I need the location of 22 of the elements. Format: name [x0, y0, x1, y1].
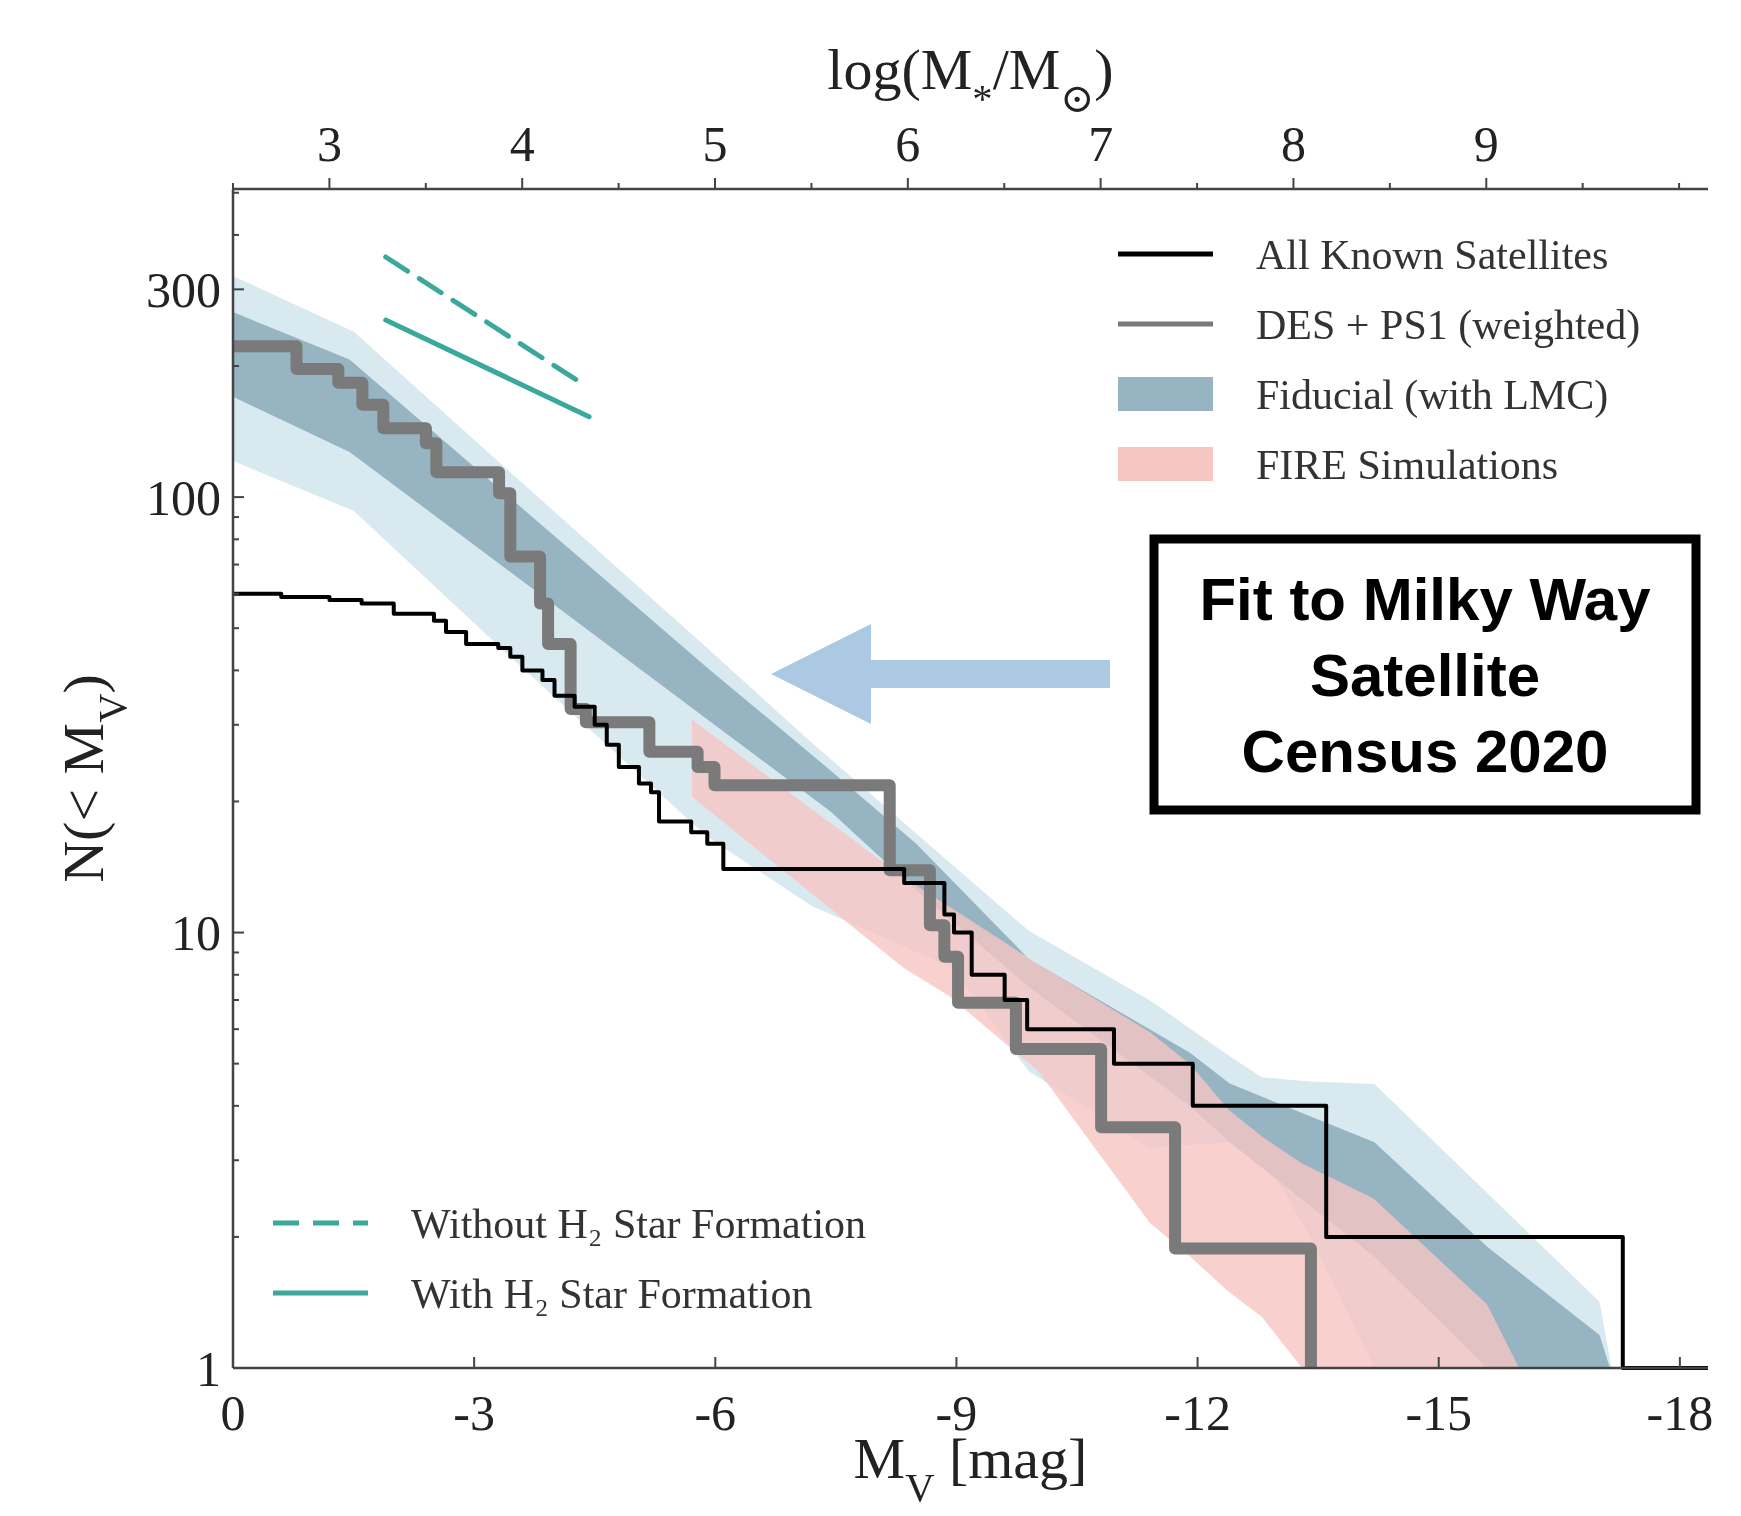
x2-tick-label: 4: [509, 116, 535, 172]
x-tick-label: -6: [694, 1385, 737, 1441]
x2-tick-label: 5: [702, 116, 728, 172]
legend-label: With H₂ Star Formation: [411, 1270, 813, 1317]
x-tick-label: -3: [453, 1385, 495, 1441]
x-tick-label: 0: [220, 1385, 246, 1441]
legend-label: Without H₂ Star Formation: [411, 1200, 867, 1247]
legend-label: Fiducial (with LMC): [1256, 371, 1609, 419]
y-tick-label: 10: [171, 905, 221, 962]
x2-tick-label: 9: [1473, 116, 1499, 172]
x2-tick-label: 3: [316, 116, 342, 172]
x-tick-label: -18: [1646, 1385, 1714, 1441]
x-tick-label: -12: [1164, 1385, 1231, 1441]
legend-label: All Known Satellites: [1256, 231, 1609, 278]
y-tick-label: 300: [146, 261, 221, 318]
legend-label: FIRE Simulations: [1256, 441, 1559, 488]
x2-tick-label: 8: [1280, 116, 1306, 172]
x-tick-label: -15: [1405, 1385, 1473, 1441]
y-tick-label: 100: [146, 469, 221, 526]
legend-label: DES + PS1 (weighted): [1256, 301, 1641, 349]
annotation: Fit to Milky Way Satellite Census 2020: [1199, 565, 1652, 785]
y-tick-label: 1: [196, 1340, 221, 1397]
